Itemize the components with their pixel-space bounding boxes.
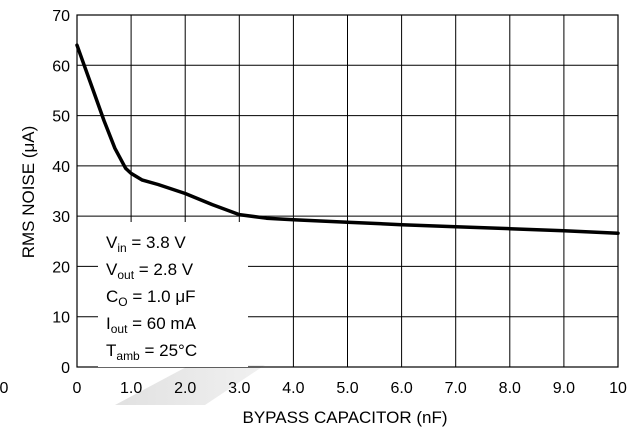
y-tick-label: 30 bbox=[52, 209, 70, 226]
conditions-box bbox=[98, 222, 248, 367]
condition-iout: Iout = 60 mA bbox=[106, 314, 197, 336]
x-tick-labels: 0 1.0 2.0 3.0 4.0 5.0 6.0 7.0 8.0 9.0 10 bbox=[73, 380, 627, 397]
y-tick-label: 60 bbox=[52, 58, 70, 75]
y-tick-label: 0 bbox=[61, 360, 70, 377]
x-tick-label: 3.0 bbox=[228, 380, 250, 397]
grid bbox=[76, 14, 619, 368]
plot-frame bbox=[76, 14, 619, 368]
x-tick-label: 10 bbox=[609, 380, 627, 397]
watermark-shape bbox=[115, 365, 265, 405]
x-tick-label: 7.0 bbox=[445, 380, 467, 397]
condition-vout: Vout = 2.8 V bbox=[106, 260, 194, 282]
x-tick-label: 1.0 bbox=[120, 380, 142, 397]
y-tick-label: 20 bbox=[52, 259, 70, 276]
condition-vin: Vin = 3.8 V bbox=[106, 233, 186, 255]
y-tick-label: 70 bbox=[52, 8, 70, 25]
conditions: Vin = 3.8 V Vout = 2.8 V CO = 1.0 μF Iou… bbox=[106, 233, 197, 363]
x-tick-label: 6.0 bbox=[390, 380, 412, 397]
x-tick-label: 4.0 bbox=[282, 380, 304, 397]
y-tick-labels: 0 10 20 30 40 50 60 70 bbox=[52, 8, 70, 377]
x-tick-label: 2.0 bbox=[174, 380, 196, 397]
y-tick-label: 50 bbox=[52, 109, 70, 126]
left-edge-label: 0 bbox=[0, 380, 9, 397]
x-tick-label: 0 bbox=[73, 380, 82, 397]
y-tick-label: 10 bbox=[52, 310, 70, 327]
condition-tamb: Tamb = 25°C bbox=[106, 341, 197, 363]
y-tick-label: 40 bbox=[52, 159, 70, 176]
condition-co: CO = 1.0 μF bbox=[106, 287, 196, 309]
x-tick-label: 5.0 bbox=[336, 380, 358, 397]
x-tick-label: 8.0 bbox=[499, 380, 521, 397]
x-axis-title: BYPASS CAPACITOR (nF) bbox=[243, 408, 448, 427]
x-tick-label: 9.0 bbox=[553, 380, 575, 397]
series-line-rms-noise bbox=[75, 43, 620, 235]
y-axis-title: RMS NOISE (μA) bbox=[19, 126, 38, 259]
